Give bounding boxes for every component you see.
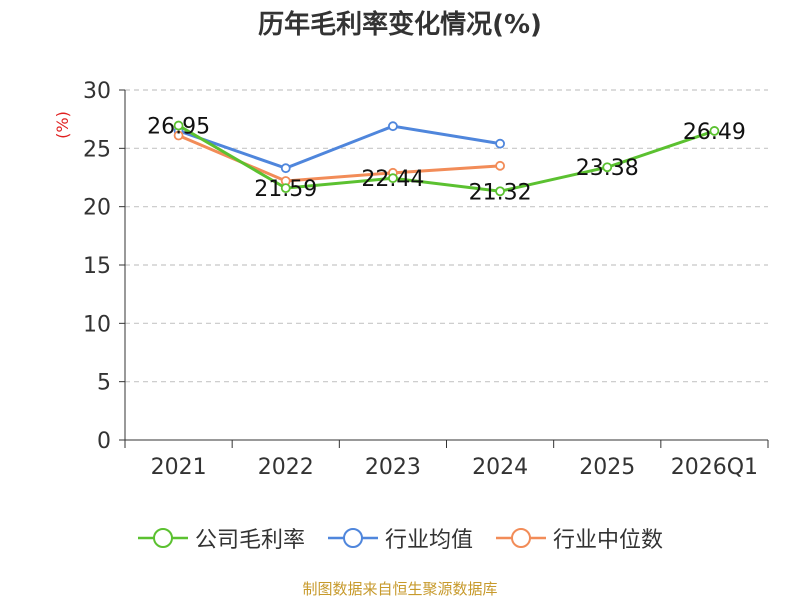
data-label: 21.59 [254,177,317,202]
data-point [495,186,505,197]
y-tick-label: 5 [97,371,111,396]
data-label: 26.95 [147,115,210,140]
data-label: 21.32 [469,180,532,205]
data-point [709,126,720,136]
data-point [388,121,398,132]
y-tick-label: 20 [83,196,111,221]
source-note: 制图数据来自恒生聚源数据库 [302,580,498,598]
y-tick-label: 30 [83,79,111,104]
series-line [177,134,501,183]
legend: 公司毛利率 行业均值 行业中位数 [0,520,800,556]
legend-label: 行业均值 [384,528,473,553]
x-tick-label: 2023 [365,455,421,480]
data-label: 26.49 [683,120,746,145]
x-tick-label: 2024 [472,455,528,480]
series-line [177,124,715,193]
data-point [495,138,505,149]
y-tick-label: 25 [83,137,111,162]
y-tick-label: 15 [83,254,111,279]
data-label: 22.44 [361,167,424,192]
y-tick-label: 10 [83,312,111,337]
legend-item[interactable]: 公司毛利率 [137,522,305,554]
x-tick-label: 2022 [258,455,314,480]
data-point [173,130,184,141]
data-point [495,160,505,171]
legend-marker-icon [137,528,188,548]
series-line [178,124,501,170]
data-point [280,183,291,194]
data-point [388,173,398,184]
chart-title: 历年毛利率变化情况(%) [258,10,542,40]
legend-item[interactable]: 行业均值 [327,522,473,554]
data-point [280,163,291,174]
legend-label: 公司毛利率 [194,528,305,553]
x-tick-label: 2026Q1 [671,455,758,480]
x-tick-label: 2021 [151,455,207,480]
legend-marker-icon [496,528,546,548]
legend-item[interactable]: 行业中位数 [495,522,663,554]
data-point [602,162,613,173]
legend-label: 行业中位数 [553,528,664,553]
y-tick-label: 0 [97,429,111,454]
data-label: 23.38 [576,156,639,181]
data-point [173,120,184,131]
x-tick-label: 2025 [579,455,635,480]
y-axis-label: (%) [53,111,72,139]
legend-marker-icon [327,528,378,548]
